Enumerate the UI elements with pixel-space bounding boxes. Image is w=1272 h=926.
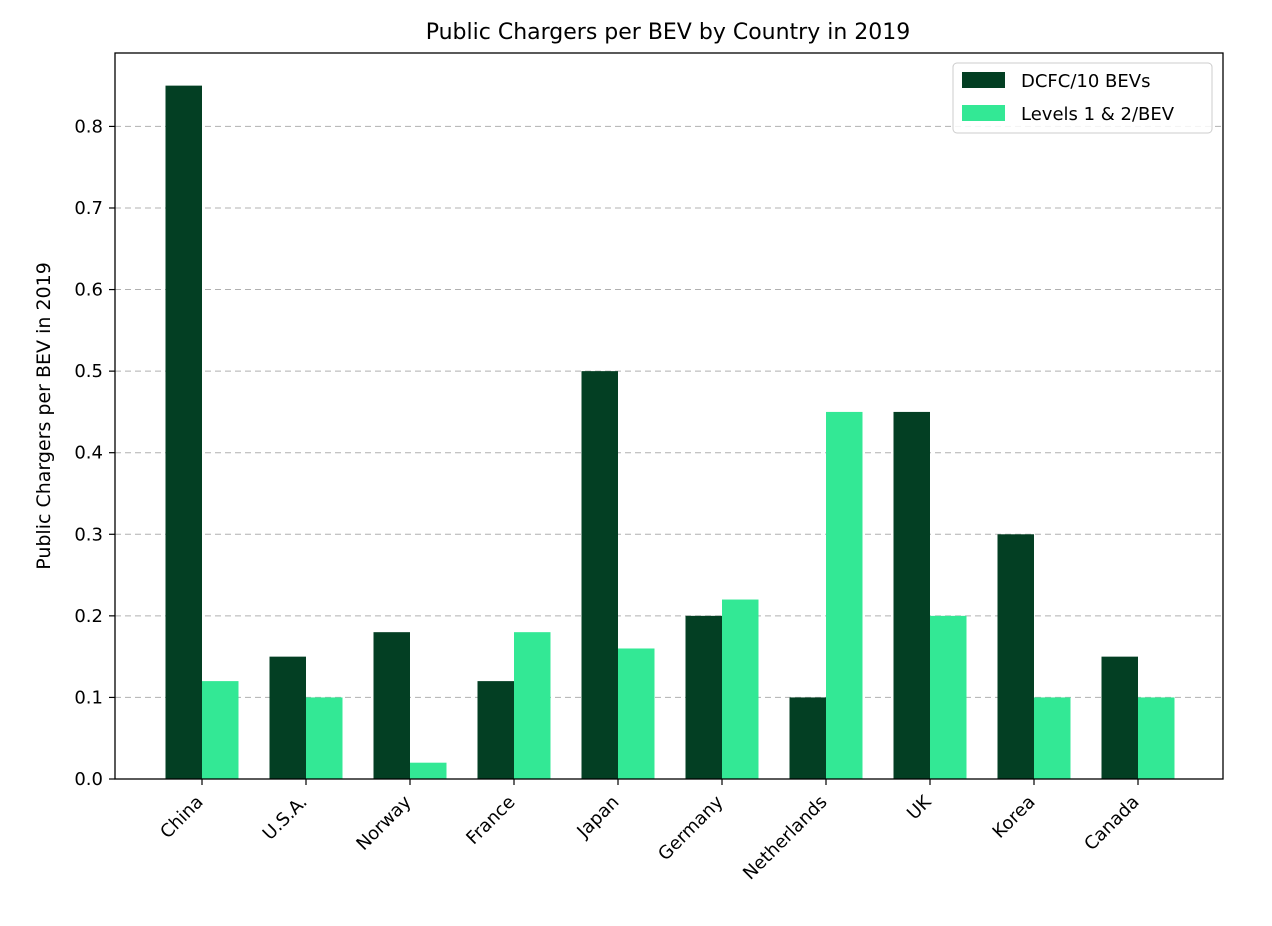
y-tick-label: 0.2 [74, 606, 103, 627]
legend-box [952, 62, 1213, 134]
bar-dcfc [685, 615, 722, 779]
bar-levels [306, 697, 343, 779]
legend-label: DCFC/10 BEVs [1021, 71, 1150, 92]
bar-levels [1034, 697, 1071, 779]
bars [165, 85, 1175, 779]
bar-levels [826, 411, 863, 779]
y-tick-label: 0.0 [74, 769, 103, 790]
y-tick-label: 0.5 [74, 361, 103, 382]
chart-title: Public Chargers per BEV by Country in 20… [426, 20, 911, 45]
bar-dcfc [165, 85, 202, 779]
bar-dcfc [997, 534, 1034, 779]
y-axis-label: Public Chargers per BEV in 2019 [33, 262, 55, 570]
y-tick-label: 0.1 [74, 687, 103, 708]
bar-levels [202, 681, 239, 779]
bar-levels [410, 762, 447, 779]
bar-dcfc [373, 632, 410, 779]
plot-frame [114, 52, 1224, 780]
y-tick-label: 0.4 [74, 443, 103, 464]
y-tick-label: 0.3 [74, 524, 103, 545]
bar-levels [618, 648, 655, 779]
bar-dcfc [893, 411, 930, 779]
bar-dcfc [269, 656, 306, 779]
legend-swatch [962, 105, 1005, 121]
bar-levels [1138, 697, 1175, 779]
y-tick-label: 0.8 [74, 116, 103, 137]
bar-dcfc [581, 371, 618, 779]
y-tick-label: 0.6 [74, 280, 103, 301]
bar-levels [722, 599, 759, 779]
bar-dcfc [789, 697, 826, 779]
y-tick-label: 0.7 [74, 198, 103, 219]
legend-label: Levels 1 & 2/BEV [1021, 104, 1175, 125]
legend-swatch [962, 72, 1005, 88]
bar-levels [930, 615, 967, 779]
bar-dcfc [477, 681, 514, 779]
bar-levels [514, 632, 551, 779]
legend: DCFC/10 BEVs Levels 1 & 2/BEV [952, 62, 1213, 134]
bar-dcfc [1101, 656, 1138, 779]
